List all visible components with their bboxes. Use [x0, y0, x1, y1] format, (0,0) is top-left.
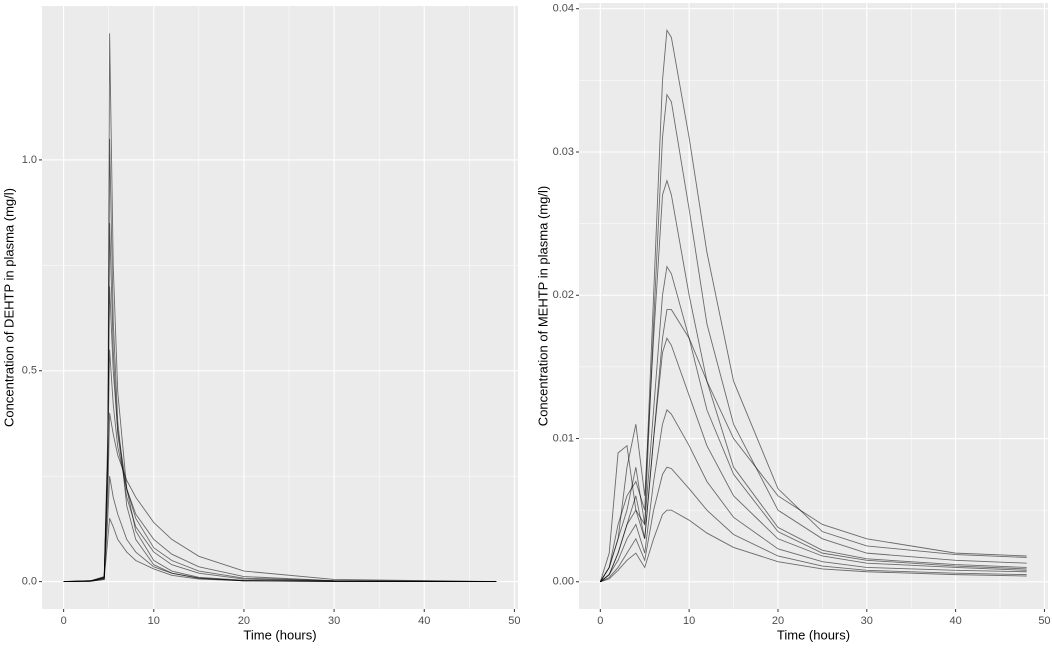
x-axis-title: Time (hours): [243, 627, 316, 642]
x-tick-label: 30: [328, 615, 340, 627]
x-tick-label: 40: [418, 615, 430, 627]
x-tick-label: 0: [61, 615, 67, 627]
y-tick-label: 0.5: [22, 365, 37, 377]
x-tick-label: 30: [861, 615, 873, 627]
x-tick-label: 50: [508, 615, 520, 627]
y-axis-title: Concentration of DEHTP in plasma (mg/l): [1, 188, 16, 427]
curve: [599, 28, 1027, 583]
y-tick-label: 0.04: [553, 3, 574, 15]
x-tick-label: 50: [1038, 615, 1050, 627]
x-tick-label: 10: [148, 615, 160, 627]
x-tick-label: 20: [238, 615, 250, 627]
x-tick-label: 40: [949, 615, 961, 627]
y-tick-label: 0.00: [553, 576, 574, 588]
x-tick-label: 0: [597, 615, 603, 627]
curve: [63, 349, 497, 583]
curve: [63, 518, 497, 583]
y-tick-label: 0.0: [22, 575, 37, 587]
curve: [600, 466, 1027, 583]
y-axis-title: Concentration of MEHTP in plasma (mg/l): [535, 186, 550, 426]
x-tick-label: 10: [683, 615, 695, 627]
curve: [600, 309, 1027, 583]
plot-panel: [42, 6, 518, 609]
x-tick-label: 20: [772, 615, 784, 627]
curve: [599, 265, 1027, 583]
curve: [600, 509, 1027, 583]
x-axis-title: Time (hours): [777, 627, 850, 642]
curve: [599, 93, 1027, 582]
plot-panel: [579, 3, 1048, 609]
curve: [599, 179, 1027, 583]
y-tick-label: 0.02: [553, 289, 574, 301]
y-tick-label: 1.0: [22, 154, 37, 166]
curve: [600, 409, 1027, 583]
y-tick-label: 0.01: [553, 432, 574, 444]
y-tick-label: 0.03: [553, 146, 574, 158]
